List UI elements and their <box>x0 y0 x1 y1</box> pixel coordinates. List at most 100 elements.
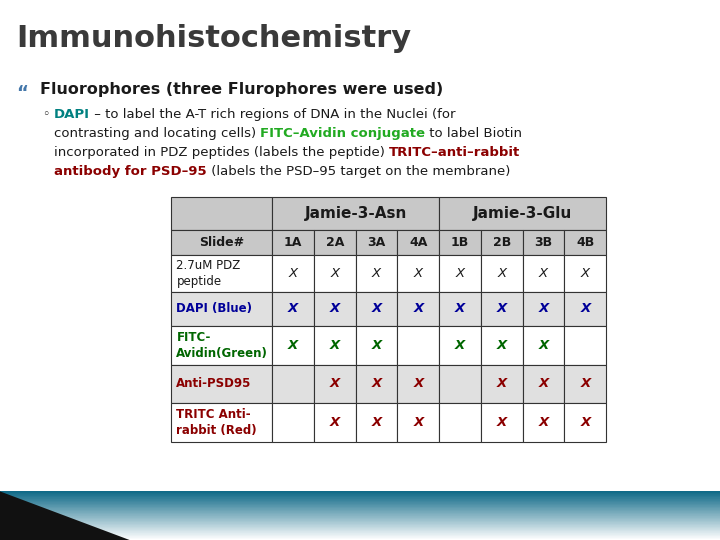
Bar <box>523 326 564 365</box>
Text: (labels the PSD–95 target on the membrane): (labels the PSD–95 target on the membran… <box>207 165 510 178</box>
Bar <box>314 255 356 292</box>
Bar <box>0 505 720 506</box>
Bar <box>0 507 720 508</box>
Text: X: X <box>288 339 298 352</box>
Bar <box>523 255 564 292</box>
Text: X: X <box>497 302 507 315</box>
Bar <box>397 364 439 403</box>
Bar <box>481 255 523 292</box>
Text: X: X <box>580 302 590 315</box>
Text: TRITC Anti-
rabbit (Red): TRITC Anti- rabbit (Red) <box>176 408 257 437</box>
Bar <box>439 403 481 442</box>
Text: X: X <box>330 416 340 429</box>
Bar <box>523 292 564 326</box>
Text: X: X <box>288 302 298 315</box>
Bar <box>272 403 314 442</box>
Bar <box>272 364 314 403</box>
Bar <box>0 501 720 502</box>
Bar <box>439 230 481 255</box>
Text: Anti-PSD95: Anti-PSD95 <box>176 377 252 390</box>
Text: X: X <box>414 267 423 280</box>
Text: 3B: 3B <box>534 236 553 249</box>
Text: 2A: 2A <box>325 236 344 249</box>
Bar <box>0 496 720 497</box>
Bar <box>0 513 720 514</box>
Bar <box>0 526 720 527</box>
Bar <box>314 230 356 255</box>
Bar <box>481 326 523 365</box>
Text: X: X <box>372 339 382 352</box>
Text: X: X <box>497 339 507 352</box>
Bar <box>397 230 439 255</box>
Text: ◦: ◦ <box>42 108 49 121</box>
Bar <box>0 514 720 515</box>
Text: X: X <box>456 267 464 280</box>
Text: Immunohistochemistry: Immunohistochemistry <box>16 24 411 53</box>
Bar <box>171 403 272 442</box>
Bar <box>356 403 397 442</box>
Text: Jamie-3-Glu: Jamie-3-Glu <box>473 206 572 221</box>
Bar <box>0 519 720 520</box>
Bar <box>564 403 606 442</box>
Text: X: X <box>455 339 465 352</box>
Text: 1A: 1A <box>284 236 302 249</box>
Bar <box>0 518 720 519</box>
Text: “: “ <box>16 84 27 102</box>
Text: FITC–Avidin conjugate: FITC–Avidin conjugate <box>261 127 426 140</box>
Text: to label Biotin: to label Biotin <box>426 127 523 140</box>
Text: X: X <box>580 377 590 390</box>
Bar <box>564 230 606 255</box>
Bar <box>171 197 272 230</box>
Text: X: X <box>330 339 340 352</box>
Bar <box>356 230 397 255</box>
Bar <box>314 403 356 442</box>
Bar <box>0 516 720 517</box>
Bar <box>272 230 314 255</box>
Bar <box>0 509 720 510</box>
Text: X: X <box>539 416 549 429</box>
Bar <box>0 512 720 513</box>
Bar <box>0 521 720 522</box>
Text: 4B: 4B <box>576 236 595 249</box>
Text: DAPI (Blue): DAPI (Blue) <box>176 302 253 315</box>
Bar <box>439 326 481 365</box>
Bar <box>0 515 720 516</box>
Bar <box>272 292 314 326</box>
Bar <box>439 364 481 403</box>
Bar <box>523 403 564 442</box>
Bar <box>564 255 606 292</box>
Text: X: X <box>413 377 423 390</box>
Bar <box>0 531 720 532</box>
Bar <box>0 495 720 496</box>
Text: incorporated in PDZ peptides (labels the peptide): incorporated in PDZ peptides (labels the… <box>54 146 389 159</box>
Bar <box>171 364 272 403</box>
Bar <box>0 510 720 511</box>
Text: X: X <box>289 267 297 280</box>
Text: X: X <box>580 416 590 429</box>
Bar <box>564 326 606 365</box>
Bar <box>0 491 720 492</box>
Bar <box>0 504 720 505</box>
Text: X: X <box>497 377 507 390</box>
Text: X: X <box>498 267 506 280</box>
Text: X: X <box>413 302 423 315</box>
Bar <box>0 492 720 493</box>
Bar <box>0 536 720 537</box>
Bar <box>0 493 720 494</box>
Bar <box>0 499 720 500</box>
Text: X: X <box>372 377 382 390</box>
Bar <box>0 529 720 530</box>
Bar <box>356 255 397 292</box>
Bar <box>481 230 523 255</box>
Text: TRITC–anti–rabbit: TRITC–anti–rabbit <box>389 146 521 159</box>
Bar <box>481 403 523 442</box>
Bar <box>0 503 720 504</box>
Text: X: X <box>330 302 340 315</box>
Text: X: X <box>372 416 382 429</box>
Bar <box>0 500 720 501</box>
Bar <box>0 532 720 534</box>
Text: X: X <box>539 267 548 280</box>
Text: – to label the A-T rich regions of DNA in the Nuclei (for: – to label the A-T rich regions of DNA i… <box>90 108 456 121</box>
Bar <box>439 197 606 230</box>
Text: 3A: 3A <box>367 236 386 249</box>
